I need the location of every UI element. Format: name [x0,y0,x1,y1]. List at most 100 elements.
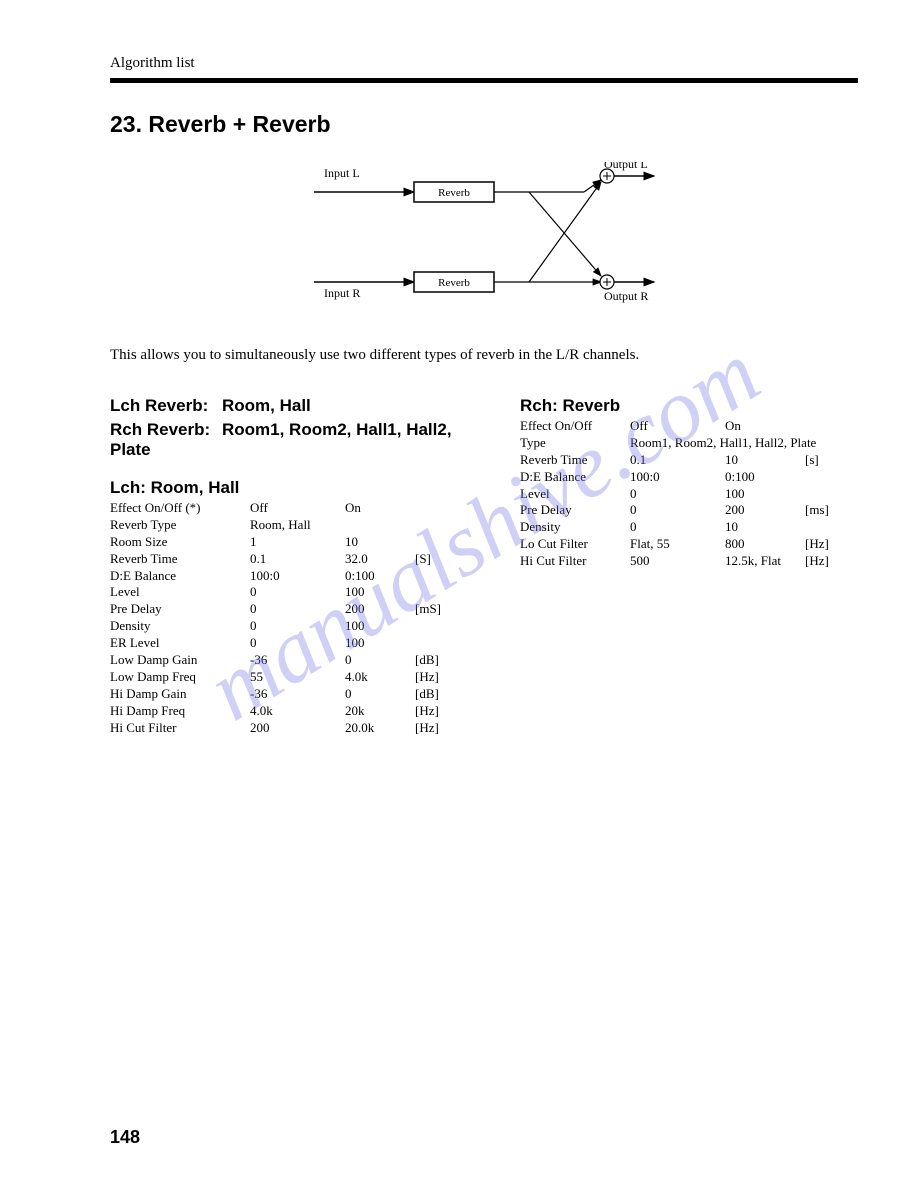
param-min: 0 [630,486,725,503]
param-row: Hi Cut Filter20020.0k[Hz] [110,720,490,737]
rch-reverb-label: Rch Reverb: [110,420,222,440]
param-row: Reverb Time0.132.0[S] [110,551,490,568]
param-row: Pre Delay0200[mS] [110,601,490,618]
param-min: -36 [250,686,345,703]
param-name: Reverb Type [110,517,250,534]
description-text: This allows you to simultaneously use tw… [110,347,858,364]
param-unit [805,519,840,536]
lch-reverb-label: Lch Reverb: [110,396,222,416]
param-name: Reverb Time [110,551,250,568]
param-min: -36 [250,652,345,669]
param-unit [805,469,840,486]
rch-reverb-heading: Rch Reverb:Room1, Room2, Hall1, Hall2, P… [110,420,490,460]
page-title: 23. Reverb + Reverb [110,111,858,138]
param-min: 0 [630,519,725,536]
param-max [345,517,415,534]
param-name: D:E Balance [110,568,250,585]
param-min: 0 [250,618,345,635]
param-min: Off [250,500,345,517]
param-row: TypeRoom1, Room2, Hall1, Hall2, Plate [520,435,858,452]
param-min: 100:0 [630,469,725,486]
diagram-reverb-bottom: Reverb [438,277,470,289]
param-max: 100 [725,486,805,503]
right-column: Rch: Reverb Effect On/OffOffOnTypeRoom1,… [520,396,858,736]
param-name: Density [110,618,250,635]
param-min: 100:0 [250,568,345,585]
lch-sub-heading: Lch: Room, Hall [110,478,490,498]
param-max: 20.0k [345,720,415,737]
param-row: Low Damp Freq554.0k[Hz] [110,669,490,686]
param-max: 0:100 [725,469,805,486]
param-unit [415,517,455,534]
param-unit [415,568,455,585]
param-min: Off [630,418,725,435]
lch-reverb-heading: Lch Reverb:Room, Hall [110,396,490,416]
param-max: 10 [725,519,805,536]
param-row: Low Damp Gain-360[dB] [110,652,490,669]
param-unit: [Hz] [415,669,455,686]
param-unit [805,486,840,503]
diagram-output-l-label: Output L [604,162,648,171]
param-name: Level [520,486,630,503]
param-max: 100 [345,618,415,635]
diagram-input-r-label: Input R [324,286,360,300]
param-row: ER Level0100 [110,635,490,652]
diagram-reverb-top: Reverb [438,187,470,199]
param-row: Level0100 [520,486,858,503]
param-row: Effect On/Off (*)OffOn [110,500,490,517]
param-max: On [725,418,805,435]
param-max: 12.5k, Flat [725,553,805,570]
param-max: 32.0 [345,551,415,568]
param-name: Type [520,435,630,452]
param-name: Pre Delay [520,502,630,519]
param-unit: [s] [805,452,840,469]
param-row: Pre Delay0200[ms] [520,502,858,519]
param-unit [805,418,840,435]
param-min: 0 [250,635,345,652]
param-name: Effect On/Off [520,418,630,435]
param-name: Pre Delay [110,601,250,618]
param-row: Effect On/OffOffOn [520,418,858,435]
param-unit: [ms] [805,502,840,519]
param-name: Hi Damp Freq [110,703,250,720]
param-row: Density0100 [110,618,490,635]
param-name: Hi Damp Gain [110,686,250,703]
lch-reverb-value: Room, Hall [222,396,311,415]
param-row: Hi Damp Gain-360[dB] [110,686,490,703]
param-max: 10 [345,534,415,551]
param-max: 20k [345,703,415,720]
param-row: Density010 [520,519,858,536]
param-unit [415,635,455,652]
param-unit: [Hz] [805,553,840,570]
param-value: Room1, Room2, Hall1, Hall2, Plate [630,435,840,452]
diagram-svg: Input L Reverb Output L Input R Reverb [304,162,664,322]
param-max: 200 [345,601,415,618]
lch-param-table: Effect On/Off (*)OffOnReverb TypeRoom, H… [110,500,490,736]
param-name: Reverb Time [520,452,630,469]
param-max: 800 [725,536,805,553]
param-name: Effect On/Off (*) [110,500,250,517]
param-max: 100 [345,635,415,652]
param-unit: [Hz] [415,720,455,737]
param-row: Hi Cut Filter50012.5k, Flat[Hz] [520,553,858,570]
param-unit [415,500,455,517]
param-name: D:E Balance [520,469,630,486]
diagram-output-r-label: Output R [604,289,648,303]
param-row: Reverb Time0.110[s] [520,452,858,469]
left-column: Lch Reverb:Room, Hall Rch Reverb:Room1, … [110,396,490,736]
param-max: 0 [345,652,415,669]
param-unit [415,534,455,551]
param-min: Room, Hall [250,517,345,534]
param-row: Room Size110 [110,534,490,551]
param-row: Hi Damp Freq4.0k20k[Hz] [110,703,490,720]
param-name: Lo Cut Filter [520,536,630,553]
param-min: 0.1 [250,551,345,568]
param-max: 10 [725,452,805,469]
param-unit: [dB] [415,652,455,669]
param-unit: [mS] [415,601,455,618]
param-unit: [dB] [415,686,455,703]
param-min: 1 [250,534,345,551]
param-unit: [S] [415,551,455,568]
param-min: 0 [250,601,345,618]
param-max: 0:100 [345,568,415,585]
